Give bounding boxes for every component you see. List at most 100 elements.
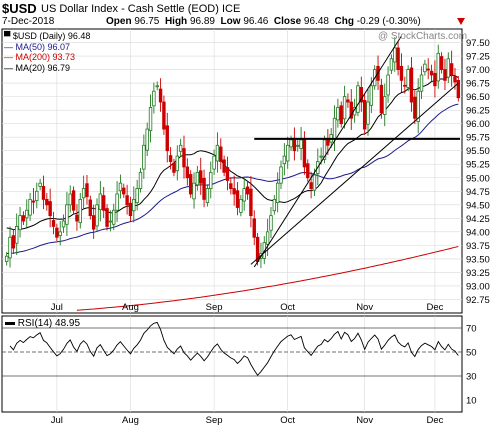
channel-lower-line (250, 82, 459, 265)
candle-up (209, 171, 213, 189)
candle-down (41, 186, 46, 200)
candle-up (336, 107, 340, 121)
candle-up (61, 220, 66, 228)
candle-up (215, 144, 220, 162)
candle-up (98, 193, 103, 211)
candle-down (235, 190, 240, 208)
price-tick-label: 95.50 (466, 146, 490, 157)
candle-up (265, 231, 270, 245)
candle-up (423, 63, 427, 73)
low-value: 96.46 (243, 16, 269, 27)
candle-down (399, 65, 404, 81)
candle-down (433, 72, 437, 87)
candle-down (225, 167, 230, 181)
price-tick-label: 94.00 (466, 227, 490, 238)
ohlc-row: Open 96.75 High 96.89 Low 96.46 Close 96… (106, 16, 421, 27)
candle-up (383, 96, 387, 115)
legend-label-ma20: MA(20) 96.79 (15, 62, 71, 73)
rsi-panel (1, 315, 463, 413)
rsi-month-label: Sep (206, 415, 223, 426)
candle-down (222, 159, 226, 173)
candle-up (389, 58, 394, 71)
candle-up (296, 144, 300, 147)
candle-down (302, 139, 307, 168)
rsi-month-label: Nov (356, 415, 373, 426)
candle-up (142, 144, 146, 170)
candle-down (362, 100, 367, 130)
candle-up (118, 182, 123, 192)
candle-up (436, 52, 440, 82)
date-label: 7-Dec-2018 (2, 16, 55, 27)
candle-up (212, 155, 216, 170)
watermark: @ StockCharts.com (378, 31, 468, 42)
price-candles (4, 37, 461, 269)
candle-up (272, 198, 277, 212)
candle-up (155, 85, 159, 88)
ma50-line (6, 103, 459, 254)
candle-up (386, 74, 390, 96)
candle-down (252, 218, 256, 238)
candle-up (299, 139, 303, 149)
rsi-month-label: Dec (426, 415, 443, 426)
rsi-month-label: Jul (51, 415, 63, 426)
price-month-label: Oct (280, 302, 295, 313)
exchange-text: ICE (221, 3, 241, 15)
candle-down (409, 67, 414, 103)
candle-down (45, 198, 49, 206)
candle-up (15, 226, 19, 244)
legend-label-ma200: MA(200) 93.73 (15, 52, 76, 62)
candle-down (396, 47, 400, 70)
chg-down-icon (457, 18, 465, 25)
high-value: 96.89 (189, 16, 215, 27)
candle-up (322, 139, 327, 160)
candle-down (439, 56, 444, 70)
rsi-time-axis: Jul Aug Sep Oct Nov Dec (51, 415, 444, 426)
candle-up (58, 231, 62, 237)
candle-down (453, 76, 457, 83)
price-tick-label: 96.00 (466, 119, 490, 130)
candle-down (21, 215, 26, 222)
candle-up (416, 90, 420, 122)
candle-up (239, 198, 243, 213)
candle-up (95, 204, 99, 227)
price-panel (1, 28, 463, 314)
candle-down (249, 188, 253, 217)
candle-down (232, 188, 236, 195)
candle-down (188, 174, 193, 195)
candle-down (105, 208, 109, 227)
candle-up (8, 236, 12, 259)
candle-up (282, 155, 287, 165)
open-label: Open (106, 16, 132, 27)
price-tick-label: 96.50 (466, 92, 490, 103)
candle-down (413, 96, 417, 119)
instrument-name: US Dollar Index - Cash Settle (EOD) ICE (41, 3, 240, 15)
candle-down (359, 87, 364, 103)
chg-value: -0.29 (-0.30%) (356, 16, 421, 27)
candle-up (35, 190, 39, 201)
candle-down (426, 68, 430, 71)
rsi-tick-label: 70 (466, 324, 477, 335)
legend: ▀ $USD (Daily) 96.48 — MA(50) 96.07 — MA… (4, 31, 90, 73)
price-tick-label: 93.75 (466, 241, 490, 252)
price-tick-label: 94.25 (466, 214, 490, 225)
legend-item-ma50: — MA(50) 96.07 (4, 41, 71, 52)
candle-down (403, 84, 407, 87)
price-tick-label: 96.75 (466, 79, 490, 90)
candle-up (25, 209, 29, 219)
candle-up (152, 90, 156, 107)
candle-up (115, 193, 119, 211)
candle-up (195, 171, 200, 186)
candle-up (78, 198, 82, 224)
candle-down (75, 214, 79, 222)
candle-up (406, 69, 410, 88)
low-label: Low (220, 16, 241, 27)
candle-down (168, 155, 173, 162)
price-tick-label: 95.25 (466, 160, 490, 171)
price-month-label: Nov (356, 302, 373, 313)
price-tick-label: 93.25 (466, 268, 490, 279)
close-label: Close (273, 16, 302, 27)
ma200-line (76, 246, 459, 311)
candle-down (346, 99, 350, 103)
candle-up (81, 188, 86, 199)
rsi-title-text: RSI(14) 48.95 (17, 318, 81, 329)
